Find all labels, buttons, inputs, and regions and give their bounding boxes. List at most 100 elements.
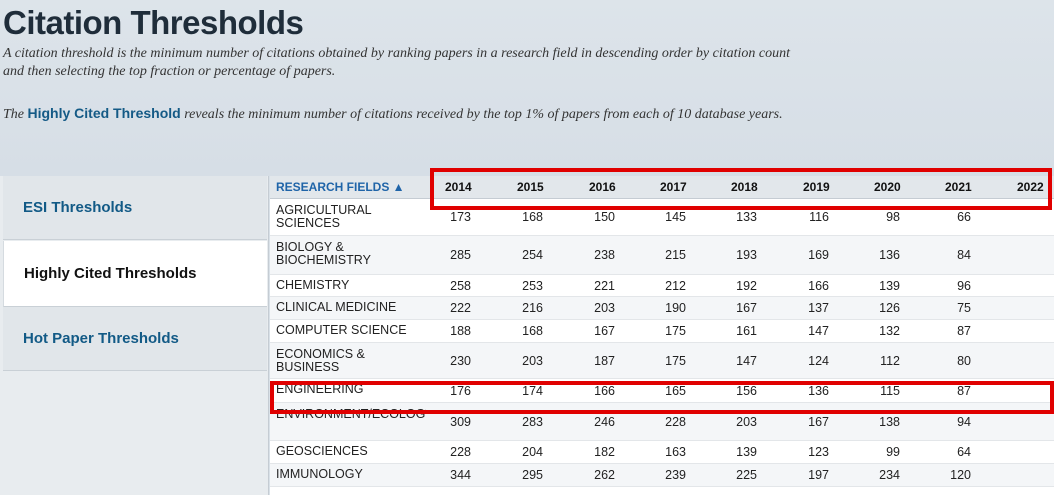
threshold-value: 112: [880, 354, 900, 368]
threshold-value: 66: [957, 210, 971, 224]
threshold-value: 203: [594, 301, 615, 315]
threshold-value: 120: [950, 468, 971, 482]
table-row: CHEMISTRY 258 253 221 212 192 166 139 96: [270, 275, 1054, 297]
threshold-value: 161: [736, 324, 757, 338]
threshold-value: 136: [879, 248, 900, 262]
threshold-value: 203: [522, 354, 543, 368]
threshold-value: 212: [665, 279, 686, 293]
threshold-value: 246: [594, 415, 615, 429]
threshold-value: 137: [808, 301, 829, 315]
threshold-value: 285: [450, 248, 471, 262]
threshold-value: 188: [450, 324, 471, 338]
threshold-value: 167: [594, 324, 615, 338]
year-header-2015[interactable]: 2015: [517, 180, 544, 194]
research-field-name: CHEMISTRY: [276, 279, 350, 292]
threshold-value: 87: [957, 384, 971, 398]
page-title: Citation Thresholds: [3, 4, 304, 41]
table-row: IMMUNOLOGY 344 295 262 239 225 197 234 120: [270, 464, 1054, 487]
threshold-value: 187: [594, 354, 615, 368]
desc-prefix: The: [3, 107, 24, 122]
page-header: Citation Thresholds A citation threshold…: [0, 0, 1054, 176]
threshold-value: 175: [665, 324, 686, 338]
table-row: CLINICAL MEDICINE 222 216 203 190 167 137 126 75: [270, 297, 1054, 320]
table-row: ENVIRONMENT/ECOLOGY 309 283 246 228 203 167 138…: [270, 403, 1054, 441]
tab-hot-paper-thresholds[interactable]: Hot Paper Thresholds: [3, 307, 267, 371]
engineering-highlight-box: [270, 381, 1054, 414]
threshold-value: 115: [880, 384, 900, 398]
threshold-value: 96: [957, 279, 971, 293]
tab-highly-cited-thresholds[interactable]: Highly Cited Thresholds: [3, 241, 267, 307]
threshold-value: 84: [957, 248, 971, 262]
highly-cited-description: The Highly Cited Threshold reveals the m…: [3, 104, 793, 124]
tab-esi-thresholds[interactable]: ESI Thresholds: [3, 176, 267, 240]
threshold-value: 173: [450, 210, 471, 224]
threshold-value: 190: [665, 301, 686, 315]
threshold-value: 258: [450, 279, 471, 293]
threshold-value: 156: [736, 384, 757, 398]
threshold-value: 239: [665, 468, 686, 482]
threshold-value: 126: [879, 301, 900, 315]
table-header: RESEARCH FIELDS ▲ 2014 2015 2016 2017 2018 20…: [270, 176, 1054, 199]
threshold-value: 204: [522, 445, 543, 459]
threshold-value: 138: [879, 415, 900, 429]
threshold-value: 163: [665, 445, 686, 459]
threshold-value: 168: [522, 324, 543, 338]
year-header-2017[interactable]: 2017: [660, 180, 687, 194]
table-row: BIOLOGY & BIOCHEMISTRY 285 254 238 215 193 169…: [270, 236, 1054, 275]
threshold-value: 87: [957, 324, 971, 338]
research-field-name: CLINICAL MEDICINE: [276, 301, 397, 314]
threshold-value: 344: [450, 468, 471, 482]
research-field-name: ECONOMICS & BUSINESS: [276, 348, 365, 374]
thresholds-table: RESEARCH FIELDS ▲ 2014 2015 2016 2017 2018 20…: [270, 176, 1054, 495]
year-header-2022[interactable]: 2022: [1017, 180, 1044, 194]
desc-suffix: reveals the minimum number of citations …: [184, 107, 783, 122]
threshold-value: 150: [594, 210, 615, 224]
table-row: GEOSCIENCES 228 204 182 163 139 123 99 64: [270, 441, 1054, 464]
threshold-tabs: ESI Thresholds Highly Cited Thresholds H…: [0, 176, 269, 495]
threshold-value: 295: [522, 468, 543, 482]
threshold-value: 228: [450, 445, 471, 459]
year-header-2018[interactable]: 2018: [731, 180, 758, 194]
threshold-value: 283: [522, 415, 543, 429]
threshold-value: 136: [808, 384, 829, 398]
table-row: ECONOMICS & BUSINESS 230 203 187 175 147 124 11…: [270, 343, 1054, 379]
year-header-2019[interactable]: 2019: [803, 180, 830, 194]
threshold-value: 116: [809, 210, 829, 224]
threshold-value: 225: [736, 468, 757, 482]
table-row: AGRICULTURAL SCIENCES 173 168 150 145 133 116 9…: [270, 199, 1054, 236]
year-header-2014[interactable]: 2014: [445, 180, 472, 194]
year-header-2021[interactable]: 2021: [945, 180, 972, 194]
threshold-value: 147: [808, 324, 829, 338]
highly-cited-link[interactable]: Highly Cited Threshold: [27, 105, 181, 121]
threshold-value: 168: [522, 210, 543, 224]
threshold-value: 139: [736, 445, 757, 459]
threshold-value: 165: [665, 384, 686, 398]
research-field-name: AGRICULTURAL SCIENCES: [276, 204, 372, 230]
threshold-value: 80: [957, 354, 971, 368]
threshold-value: 139: [879, 279, 900, 293]
threshold-value: 215: [665, 248, 686, 262]
year-highlight-box: [430, 168, 1052, 210]
threshold-value: 132: [879, 324, 900, 338]
threshold-value: 124: [808, 354, 829, 368]
threshold-value: 98: [886, 210, 900, 224]
threshold-value: 175: [665, 354, 686, 368]
research-fields-sort-header[interactable]: RESEARCH FIELDS ▲: [276, 180, 405, 194]
threshold-value: 64: [957, 445, 971, 459]
threshold-value: 228: [665, 415, 686, 429]
threshold-value: 167: [736, 301, 757, 315]
research-field-name: BIOLOGY & BIOCHEMISTRY: [276, 241, 371, 267]
threshold-value: 309: [450, 415, 471, 429]
threshold-value: 254: [522, 248, 543, 262]
threshold-value: 166: [808, 279, 829, 293]
threshold-value: 166: [594, 384, 615, 398]
year-header-2020[interactable]: 2020: [874, 180, 901, 194]
research-field-name: GEOSCIENCES: [276, 445, 368, 458]
year-header-2016[interactable]: 2016: [589, 180, 616, 194]
threshold-value: 75: [957, 301, 971, 315]
threshold-value: 94: [957, 415, 971, 429]
threshold-value: 133: [736, 210, 757, 224]
threshold-value: 174: [522, 384, 543, 398]
threshold-value: 234: [879, 468, 900, 482]
threshold-value: 123: [808, 445, 829, 459]
